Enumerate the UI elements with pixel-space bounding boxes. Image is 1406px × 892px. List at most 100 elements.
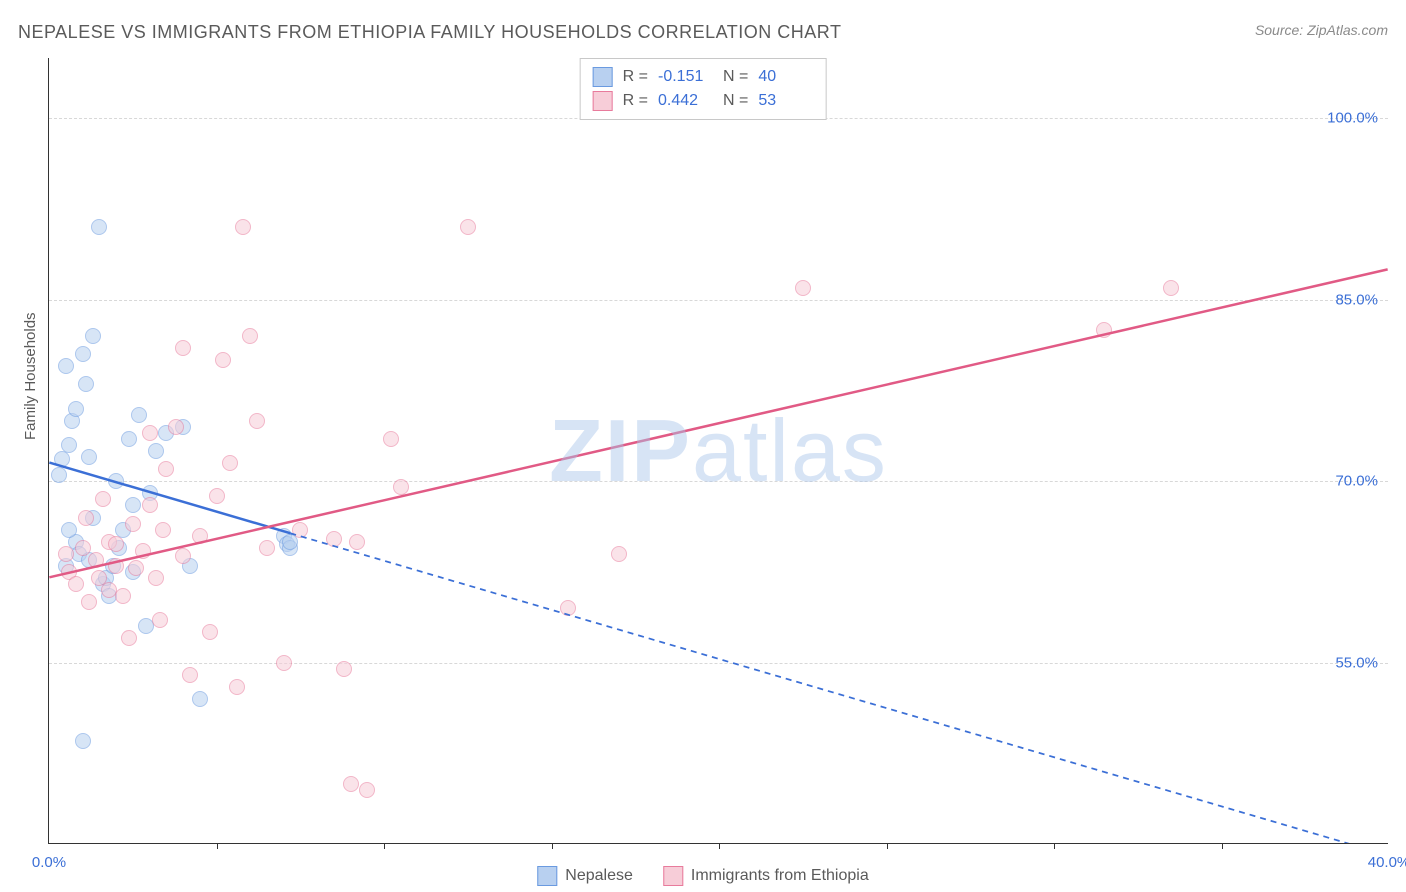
n-value: 40 [758, 68, 813, 86]
data-point [78, 510, 94, 526]
data-point [81, 594, 97, 610]
data-point [155, 522, 171, 538]
stats-row: R = 0.442 N = 53 [593, 89, 814, 113]
data-point [393, 479, 409, 495]
n-label: N = [723, 92, 748, 110]
data-point [158, 461, 174, 477]
data-point [108, 558, 124, 574]
data-point [148, 443, 164, 459]
legend-item: Immigrants from Ethiopia [663, 866, 869, 886]
n-label: N = [723, 68, 748, 86]
data-point [78, 376, 94, 392]
data-point [326, 531, 342, 547]
data-point [276, 655, 292, 671]
n-value: 53 [758, 92, 813, 110]
data-point [611, 546, 627, 562]
data-point [125, 497, 141, 513]
data-point [131, 407, 147, 423]
data-point [58, 358, 74, 374]
data-point [192, 528, 208, 544]
x-minor-tick [1054, 843, 1055, 849]
legend-swatch [593, 91, 613, 111]
data-point [202, 624, 218, 640]
watermark-light: atlas [692, 401, 888, 500]
data-point [222, 455, 238, 471]
x-minor-tick [1222, 843, 1223, 849]
data-point [229, 679, 245, 695]
legend-swatch [663, 866, 683, 886]
chart-title: NEPALESE VS IMMIGRANTS FROM ETHIOPIA FAM… [18, 22, 841, 43]
watermark: ZIPatlas [549, 400, 888, 502]
data-point [560, 600, 576, 616]
data-point [336, 661, 352, 677]
data-point [108, 473, 124, 489]
data-point [142, 497, 158, 513]
r-label: R = [623, 68, 648, 86]
data-point [795, 280, 811, 296]
data-point [1096, 322, 1112, 338]
data-point [142, 425, 158, 441]
data-point [88, 552, 104, 568]
watermark-bold: ZIP [549, 401, 692, 500]
y-tick-label: 85.0% [1335, 291, 1378, 308]
data-point [108, 536, 124, 552]
legend-swatch [593, 67, 613, 87]
data-point [81, 449, 97, 465]
data-point [249, 413, 265, 429]
data-point [359, 782, 375, 798]
y-axis-title: Family Households [22, 312, 39, 440]
x-minor-tick [217, 843, 218, 849]
data-point [383, 431, 399, 447]
x-minor-tick [384, 843, 385, 849]
data-point [75, 540, 91, 556]
data-point [61, 522, 77, 538]
plot-area: ZIPatlas 55.0%70.0%85.0%100.0%0.0%40.0% [48, 58, 1388, 844]
y-tick-label: 70.0% [1335, 473, 1378, 490]
data-point [68, 576, 84, 592]
y-tick-label: 100.0% [1327, 110, 1378, 127]
data-point [192, 691, 208, 707]
data-point [152, 612, 168, 628]
stats-legend: R = -0.151 N = 40 R = 0.442 N = 53 [580, 58, 827, 120]
data-point [242, 328, 258, 344]
r-value: -0.151 [658, 68, 713, 86]
data-point [75, 346, 91, 362]
data-point [75, 733, 91, 749]
data-point [61, 437, 77, 453]
data-point [115, 588, 131, 604]
series-legend: Nepalese Immigrants from Ethiopia [537, 866, 868, 886]
y-tick-label: 55.0% [1335, 654, 1378, 671]
r-label: R = [623, 92, 648, 110]
data-point [209, 488, 225, 504]
data-point [182, 667, 198, 683]
legend-swatch [537, 866, 557, 886]
data-point [175, 548, 191, 564]
data-point [349, 534, 365, 550]
r-value: 0.442 [658, 92, 713, 110]
data-point [95, 491, 111, 507]
data-point [54, 451, 70, 467]
data-point [1163, 280, 1179, 296]
legend-label: Immigrants from Ethiopia [691, 867, 869, 885]
grid-line [49, 300, 1388, 301]
legend-item: Nepalese [537, 866, 633, 886]
x-tick-label: 0.0% [32, 854, 66, 871]
data-point [215, 352, 231, 368]
chart-source: Source: ZipAtlas.com [1255, 22, 1388, 38]
grid-line [49, 663, 1388, 664]
data-point [51, 467, 67, 483]
trend-lines [49, 58, 1388, 843]
x-tick-label: 40.0% [1368, 854, 1406, 871]
data-point [235, 219, 251, 235]
data-point [148, 570, 164, 586]
x-minor-tick [887, 843, 888, 849]
data-point [128, 560, 144, 576]
data-point [121, 431, 137, 447]
data-point [58, 546, 74, 562]
grid-line [49, 481, 1388, 482]
data-point [168, 419, 184, 435]
data-point [292, 522, 308, 538]
data-point [125, 516, 141, 532]
stats-row: R = -0.151 N = 40 [593, 65, 814, 89]
data-point [85, 328, 101, 344]
